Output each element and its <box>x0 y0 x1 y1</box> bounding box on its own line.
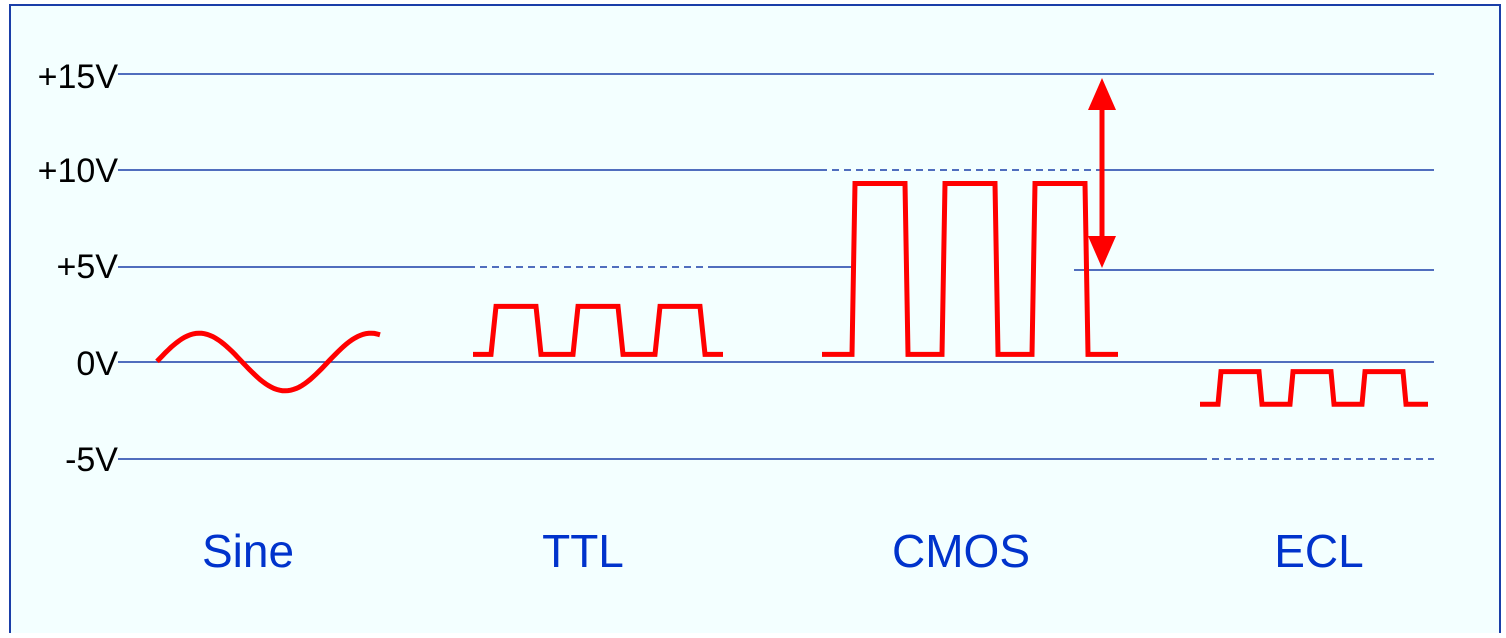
waveform-sine <box>155 330 381 394</box>
waveform-ttl <box>473 303 723 357</box>
arrow-head-up <box>1088 78 1116 110</box>
tick-label-minus5: -5V <box>65 441 118 479</box>
signal-label-ecl: ECL <box>1274 525 1363 577</box>
waveform-cmos <box>822 180 1118 357</box>
arrow-head-down <box>1088 236 1116 268</box>
voltage-gridlines <box>118 73 1434 460</box>
tick-label-plus15: +15V <box>38 58 119 96</box>
waveform-ecl <box>1200 369 1428 407</box>
tick-label-zero: 0V <box>76 345 118 383</box>
tick-label-plus5: +5V <box>57 248 119 286</box>
signal-label-cmos: CMOS <box>892 525 1030 577</box>
diagram-panel <box>9 4 1501 638</box>
signal-waveforms <box>155 180 1428 407</box>
y-axis-tick-labels: +15V +10V +5V 0V -5V <box>38 58 119 479</box>
tick-label-plus10: +10V <box>38 152 119 190</box>
voltage-swing-arrow <box>1088 78 1116 268</box>
signal-labels: Sine TTL CMOS ECL <box>202 525 1364 577</box>
signal-label-ttl: TTL <box>542 525 624 577</box>
signal-label-sine: Sine <box>202 525 294 577</box>
